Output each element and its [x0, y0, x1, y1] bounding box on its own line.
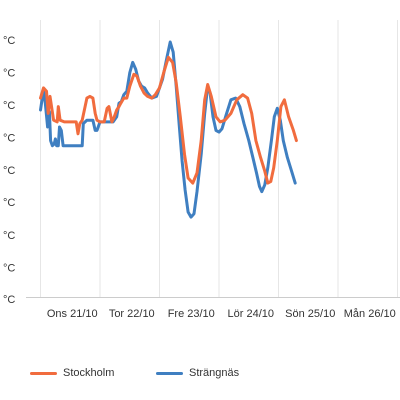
legend-item-strangnas[interactable]: Strängnäs [156, 362, 239, 384]
y-tick-label: °C [3, 35, 15, 47]
y-tick-label: °C [3, 263, 15, 275]
series-lines [39, 40, 298, 219]
legend-label-stockholm: Stockholm [63, 367, 115, 379]
legend-swatch-stockholm [30, 371, 57, 375]
y-tick-label: °C [3, 68, 15, 80]
y-tick-label: °C [3, 294, 15, 306]
legend: Stockholm Strängnäs [0, 362, 400, 384]
x-tick-label: Sön 25/10 [285, 308, 335, 320]
x-tick-label: Fre 23/10 [168, 308, 215, 320]
legend-item-stockholm[interactable]: Stockholm [30, 362, 114, 384]
legend-swatch-strangnas [156, 371, 183, 375]
vertical-gridlines [40, 20, 398, 297]
y-tick-label: °C [3, 230, 15, 242]
legend-label-strangnas: Strängnäs [189, 367, 240, 379]
series-line-strngns[interactable] [39, 40, 297, 219]
y-axis-tick-labels: °C °C °C °C °C °C °C °C °C [3, 35, 15, 306]
y-tick-label: °C [3, 100, 15, 112]
y-tick-label: °C [3, 165, 15, 177]
y-tick-label: °C [3, 133, 15, 145]
x-tick-label: Mån 26/10 [344, 308, 396, 320]
x-tick-label: Tor 22/10 [109, 308, 155, 320]
x-tick-label: Ons 21/10 [47, 308, 98, 320]
x-tick-label: Lör 24/10 [228, 308, 274, 320]
y-tick-label: °C [3, 197, 15, 209]
x-axis-tick-labels: Ons 21/10 Tor 22/10 Fre 23/10 Lör 24/10 Sön … [47, 308, 396, 320]
series-line-stockholm[interactable] [39, 55, 298, 185]
